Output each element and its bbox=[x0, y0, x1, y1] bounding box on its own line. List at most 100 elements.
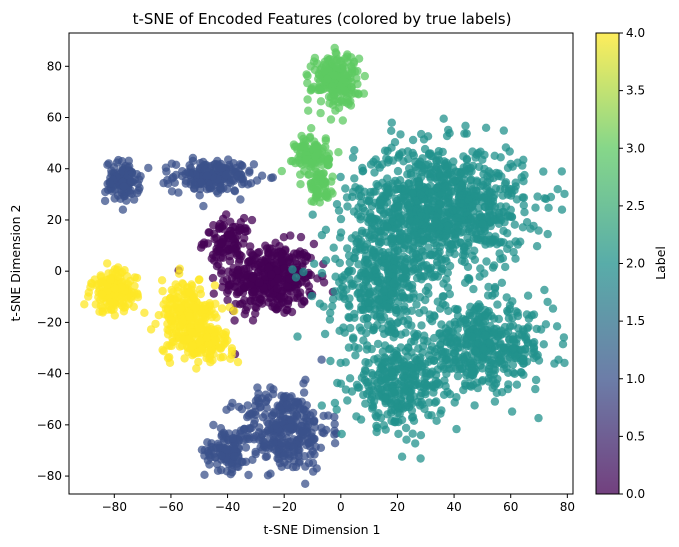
scatter-point bbox=[241, 457, 251, 466]
scatter-point bbox=[442, 257, 451, 266]
scatter-point bbox=[246, 242, 255, 251]
scatter-point bbox=[194, 357, 203, 367]
scatter-point bbox=[296, 421, 306, 431]
scatter-point bbox=[344, 251, 354, 260]
scatter-point bbox=[330, 419, 339, 429]
scatter-point bbox=[255, 247, 264, 257]
scatter-point bbox=[93, 279, 103, 289]
scatter-point bbox=[105, 178, 115, 188]
scatter-point bbox=[296, 292, 305, 301]
scatter-point bbox=[332, 405, 341, 414]
scatter-point bbox=[278, 257, 287, 266]
scatter-point bbox=[299, 267, 308, 277]
scatter-point bbox=[292, 249, 302, 258]
scatter-point bbox=[434, 151, 443, 160]
scatter-point bbox=[436, 409, 445, 418]
scatter-point bbox=[426, 152, 436, 161]
scatter-point bbox=[282, 400, 292, 410]
cluster-label-1 bbox=[197, 424, 251, 479]
scatter-point bbox=[394, 429, 403, 439]
scatter-point bbox=[248, 288, 257, 297]
scatter-point bbox=[486, 169, 496, 178]
scatter-point bbox=[321, 256, 331, 265]
scatter-point bbox=[371, 253, 381, 262]
scatter-point bbox=[246, 179, 256, 188]
scatter-point bbox=[362, 345, 372, 354]
chart-title: t-SNE of Encoded Features (colored by tr… bbox=[133, 10, 512, 28]
scatter-point bbox=[502, 293, 511, 302]
scatter-point bbox=[216, 424, 226, 433]
scatter-point bbox=[246, 248, 255, 257]
scatter-point bbox=[323, 161, 333, 170]
scatter-point bbox=[296, 170, 305, 179]
scatter-point bbox=[394, 202, 403, 211]
scatter-point bbox=[504, 186, 513, 196]
scatter-point bbox=[343, 244, 352, 253]
scatter-point bbox=[202, 333, 211, 342]
scatter-point bbox=[349, 280, 358, 289]
scatter-point bbox=[233, 357, 243, 367]
scatter-point bbox=[224, 280, 234, 289]
scatter-point bbox=[405, 198, 415, 207]
scatter-point bbox=[287, 307, 297, 317]
scatter-point bbox=[230, 306, 239, 316]
cluster-label-3 bbox=[277, 124, 343, 189]
scatter-point bbox=[185, 312, 194, 321]
scatter-point bbox=[414, 253, 424, 262]
scatter-point bbox=[316, 108, 325, 118]
scatter-point bbox=[379, 287, 389, 296]
scatter-point bbox=[405, 293, 414, 302]
scatter-point bbox=[488, 263, 498, 272]
scatter-point bbox=[532, 242, 542, 251]
scatter-point bbox=[317, 401, 326, 410]
scatter-point bbox=[328, 295, 338, 304]
x-tick-label: −40 bbox=[215, 500, 240, 514]
scatter-point bbox=[301, 136, 311, 145]
scatter-point bbox=[456, 199, 465, 208]
scatter-point bbox=[373, 320, 382, 330]
scatter-point bbox=[534, 413, 543, 423]
scatter-point bbox=[411, 439, 420, 448]
scatter-point bbox=[164, 326, 174, 335]
scatter-point bbox=[239, 213, 249, 223]
scatter-point bbox=[245, 166, 254, 175]
scatter-point bbox=[426, 225, 435, 234]
scatter-point bbox=[383, 198, 392, 207]
scatter-point bbox=[414, 181, 423, 190]
scatter-point bbox=[379, 421, 389, 430]
scatter-point bbox=[187, 341, 197, 351]
scatter-point bbox=[507, 407, 517, 416]
plot-frame bbox=[68, 32, 574, 495]
scatter-point bbox=[329, 243, 338, 252]
scatter-point bbox=[106, 275, 115, 284]
scatter-point bbox=[230, 316, 239, 325]
scatter-point bbox=[417, 262, 426, 271]
scatter-point bbox=[125, 162, 134, 171]
scatter-point bbox=[509, 368, 518, 377]
scatter-point bbox=[98, 308, 108, 317]
scatter-point bbox=[418, 400, 427, 409]
scatter-point bbox=[222, 445, 232, 454]
scatter-point bbox=[402, 402, 411, 412]
scatter-point bbox=[444, 333, 453, 342]
scatter-point bbox=[333, 378, 342, 388]
scatter-point bbox=[334, 148, 343, 157]
scatter-point bbox=[435, 329, 444, 338]
scatter-point bbox=[276, 293, 286, 302]
scatter-point bbox=[351, 351, 360, 360]
scatter-point bbox=[315, 85, 324, 95]
x-axis-label: t-SNE Dimension 1 bbox=[264, 522, 381, 537]
scatter-point bbox=[311, 152, 320, 161]
scatter-point bbox=[372, 427, 381, 437]
scatter-point bbox=[331, 48, 340, 57]
scatter-point bbox=[519, 355, 528, 364]
scatter-point bbox=[382, 374, 391, 384]
scatter-point bbox=[445, 390, 455, 399]
scatter-point bbox=[175, 264, 184, 273]
scatter-point bbox=[452, 213, 461, 223]
scatter-point bbox=[447, 187, 456, 196]
scatter-point bbox=[452, 393, 461, 402]
scatter-point bbox=[190, 181, 199, 190]
scatter-point bbox=[369, 245, 378, 255]
